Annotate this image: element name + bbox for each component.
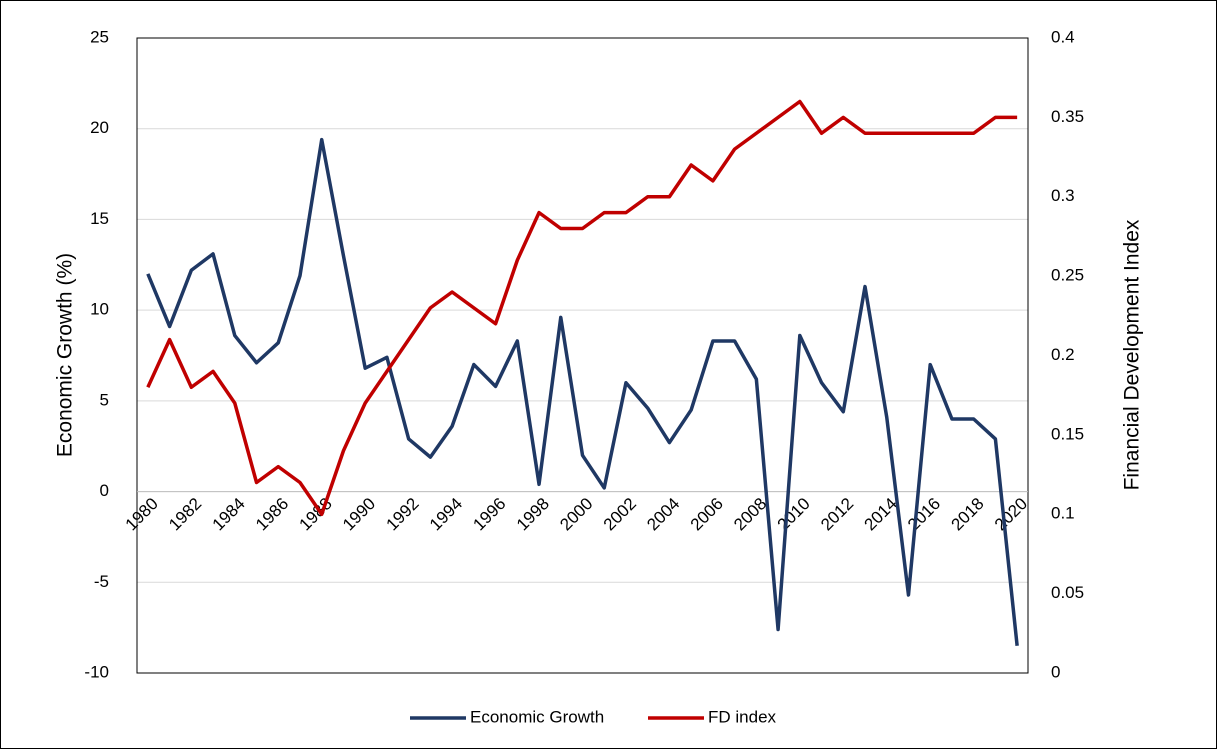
- y2-tick-label: 0: [1051, 662, 1060, 681]
- legend-label: Economic Growth: [470, 707, 604, 726]
- y-tick-label: 15: [90, 209, 109, 228]
- y-tick-label: 10: [90, 300, 109, 319]
- y2-tick-label: 0.15: [1051, 424, 1084, 443]
- y2-tick-label: 0.25: [1051, 266, 1084, 285]
- plot-border: [136, 37, 1029, 674]
- y2-tick-label: 0.35: [1051, 107, 1084, 126]
- y-tick-label: 20: [90, 118, 109, 137]
- y-tick-label: 5: [100, 390, 109, 409]
- y2-tick-label: 0.05: [1051, 583, 1084, 602]
- legend-label: FD index: [708, 707, 777, 726]
- y2-tick-label: 0.2: [1051, 345, 1075, 364]
- series-line: [146, 99, 1018, 516]
- series-line: [146, 137, 1019, 646]
- y-axis-title: Economic Growth (%): [54, 253, 77, 457]
- y2-tick-label: 0.1: [1051, 504, 1075, 523]
- y2-tick-label: 0.3: [1051, 186, 1075, 205]
- y-tick-label: 0: [100, 481, 109, 500]
- y-tick-label: -5: [94, 572, 109, 591]
- y2-axis-title: Financial Development Index: [1121, 219, 1144, 490]
- y-tick-label: -10: [84, 662, 109, 681]
- y2-tick-label: 0.4: [1051, 27, 1075, 46]
- y-tick-label: 25: [90, 27, 109, 46]
